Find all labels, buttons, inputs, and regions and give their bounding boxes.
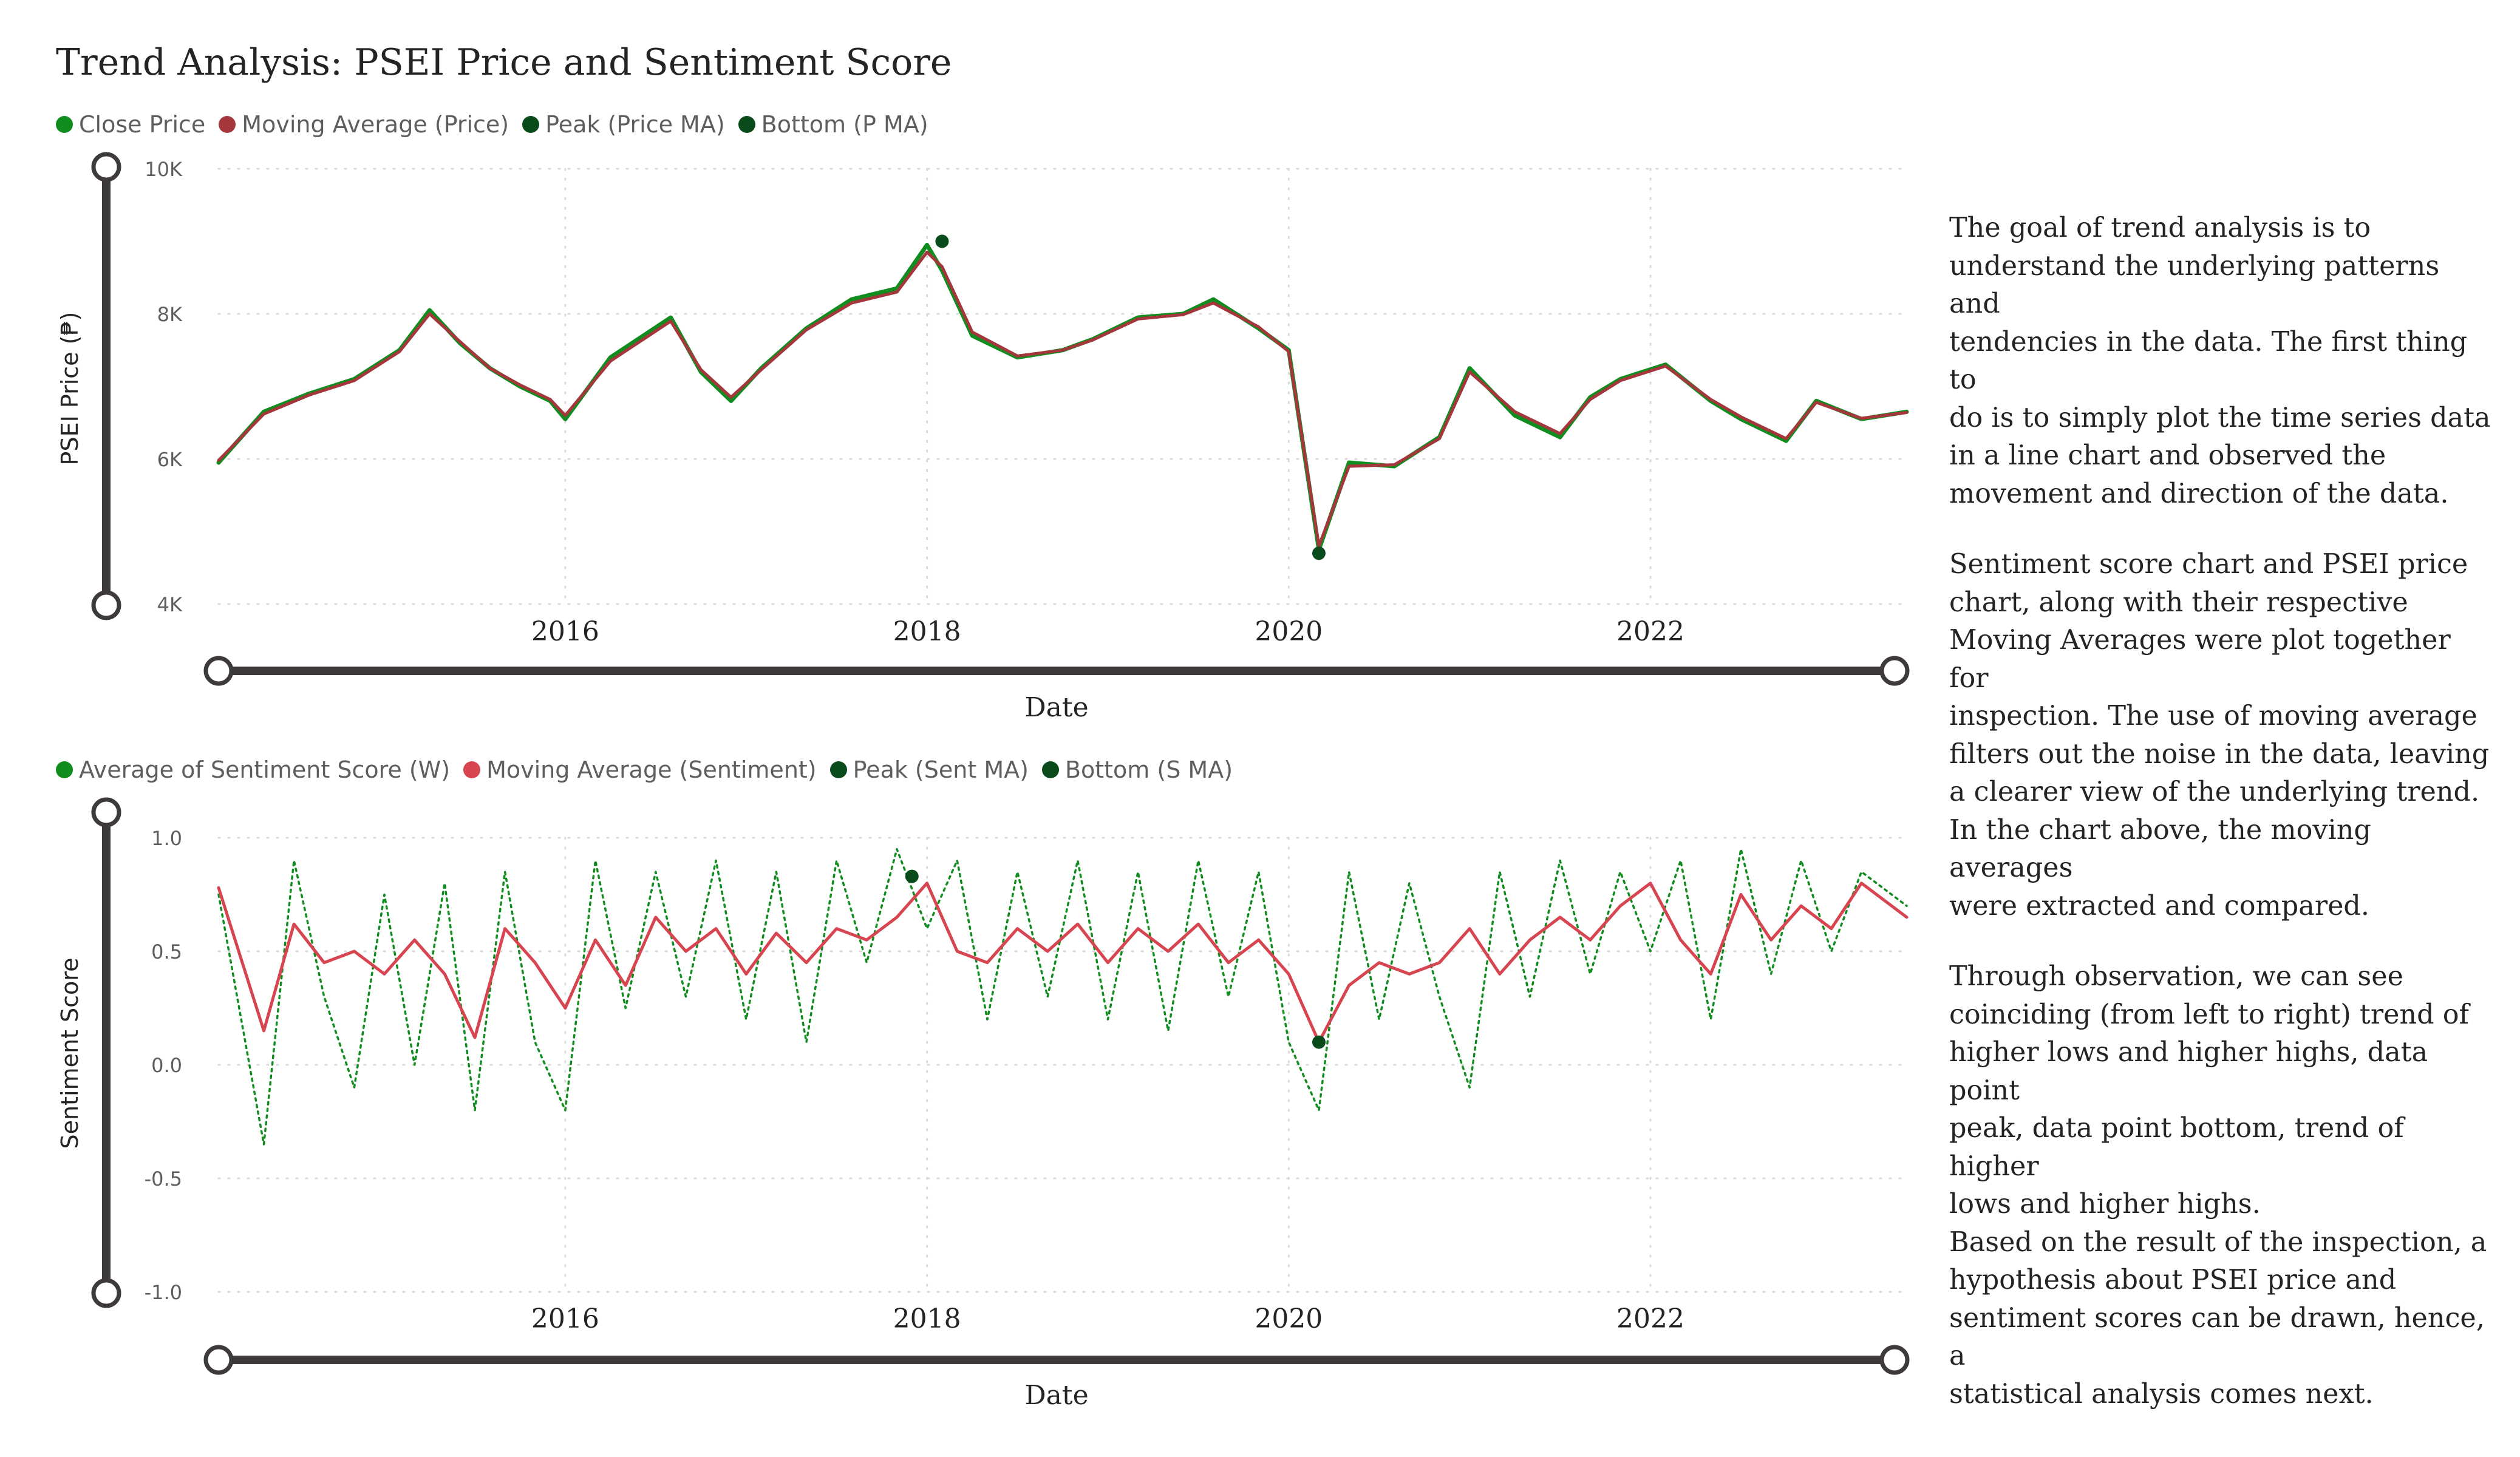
legend-label: Average of Sentiment Score (W)	[79, 756, 451, 783]
y-tick-label: 0.0	[151, 1054, 182, 1077]
series-line-0	[217, 847, 1908, 1146]
commentary-paragraph: Sentiment score chart and PSEI price cha…	[1949, 549, 2490, 922]
peak-marker	[935, 234, 949, 248]
x-zoom-slider-handle-left	[203, 656, 234, 686]
bottom-marker	[1312, 546, 1326, 560]
legend-dot	[738, 116, 755, 133]
legend-dot	[829, 761, 847, 778]
legend-dot	[56, 761, 73, 778]
x-axis-title: Date	[1024, 692, 1088, 723]
legend-dot	[1041, 761, 1059, 778]
legend-item-price-peak[interactable]: Peak (Price MA)	[522, 111, 725, 138]
series-line-1	[217, 881, 1909, 1044]
legend-item-sentiment-ma[interactable]: Moving Average (Sentiment)	[463, 756, 817, 783]
y-zoom-slider-handle-top	[91, 797, 121, 827]
commentary-paragraph: The goal of trend analysis is to underst…	[1949, 212, 2491, 509]
x-tick-label: 2016	[531, 616, 599, 647]
x-tick-label: 2022	[1616, 616, 1684, 647]
commentary-paragraph: Based on the result of the inspection, a…	[1949, 1226, 2487, 1410]
series-line-1	[217, 250, 1909, 548]
y-tick-label: 0.5	[151, 940, 182, 963]
legend-label: Peak (Price MA)	[545, 111, 725, 138]
y-tick-label: 8K	[157, 303, 183, 326]
sentiment-chart-legend: Average of Sentiment Score (W) Moving Av…	[56, 756, 1233, 783]
legend-dot	[219, 116, 236, 133]
price-chart: 4K 6K 8K 10K 2016 2018 2020 2022 Date PSEI Price …	[56, 152, 1910, 723]
x-tick-label: 2020	[1255, 616, 1323, 647]
legend-label: Bottom (P MA)	[761, 111, 928, 138]
x-tick-label: 2016	[531, 1303, 599, 1334]
x-tick-label: 2018	[893, 616, 961, 647]
commentary-paragraph: Through observation, we can see coincidi…	[1949, 961, 2469, 1220]
bottom-marker	[1312, 1035, 1326, 1049]
legend-item-price-ma[interactable]: Moving Average (Price)	[219, 111, 509, 138]
y-axis-title: PSEI Price (₱)	[56, 312, 83, 466]
y-tick-label: 4K	[157, 593, 183, 616]
legend-dot	[463, 761, 481, 778]
x-tick-label: 2020	[1255, 1303, 1323, 1334]
y-axis-title: Sentiment Score	[56, 958, 83, 1149]
legend-item-sentiment-peak[interactable]: Peak (Sent MA)	[829, 756, 1029, 783]
x-tick-label: 2022	[1616, 1303, 1684, 1334]
legend-label: Close Price	[79, 111, 206, 138]
legend-label: Moving Average (Price)	[242, 111, 509, 138]
legend-item-close-price[interactable]: Close Price	[56, 111, 205, 138]
legend-item-sentiment[interactable]: Average of Sentiment Score (W)	[56, 756, 450, 783]
sentiment-chart: -1.0 -0.5 0.0 0.5 1.0 2016 2018 2020 2022 Date Sen…	[56, 797, 1910, 1411]
x-zoom-slider-handle-right	[1879, 656, 1910, 686]
y-tick-label: -1.0	[145, 1281, 182, 1304]
legend-label: Peak (Sent MA)	[853, 756, 1029, 783]
peak-marker	[905, 869, 919, 883]
page-title: Trend Analysis: PSEI Price and Sentiment…	[56, 41, 952, 84]
y-tick-label: 1.0	[151, 827, 182, 850]
commentary-panel: The goal of trend analysis is to underst…	[1949, 209, 2496, 1446]
x-axis-title: Date	[1024, 1380, 1088, 1411]
legend-dot	[522, 116, 540, 133]
y-zoom-slider-handle-bottom	[91, 1278, 121, 1308]
y-zoom-slider-handle-top	[91, 152, 121, 182]
legend-dot	[56, 116, 73, 133]
y-tick-label: 6K	[157, 448, 183, 471]
legend-label: Moving Average (Sentiment)	[486, 756, 817, 783]
x-zoom-slider-handle-right	[1879, 1345, 1910, 1375]
legend-label: Bottom (S MA)	[1064, 756, 1233, 783]
legend-item-price-bottom[interactable]: Bottom (P MA)	[738, 111, 928, 138]
x-tick-label: 2018	[893, 1303, 961, 1334]
y-zoom-slider-handle-bottom	[91, 590, 121, 620]
legend-item-sentiment-bottom[interactable]: Bottom (S MA)	[1041, 756, 1233, 783]
x-zoom-slider-handle-left	[203, 1345, 234, 1375]
y-tick-label: -0.5	[145, 1167, 182, 1190]
y-tick-label: 10K	[145, 158, 183, 181]
price-chart-legend: Close Price Moving Average (Price) Peak …	[56, 111, 928, 138]
